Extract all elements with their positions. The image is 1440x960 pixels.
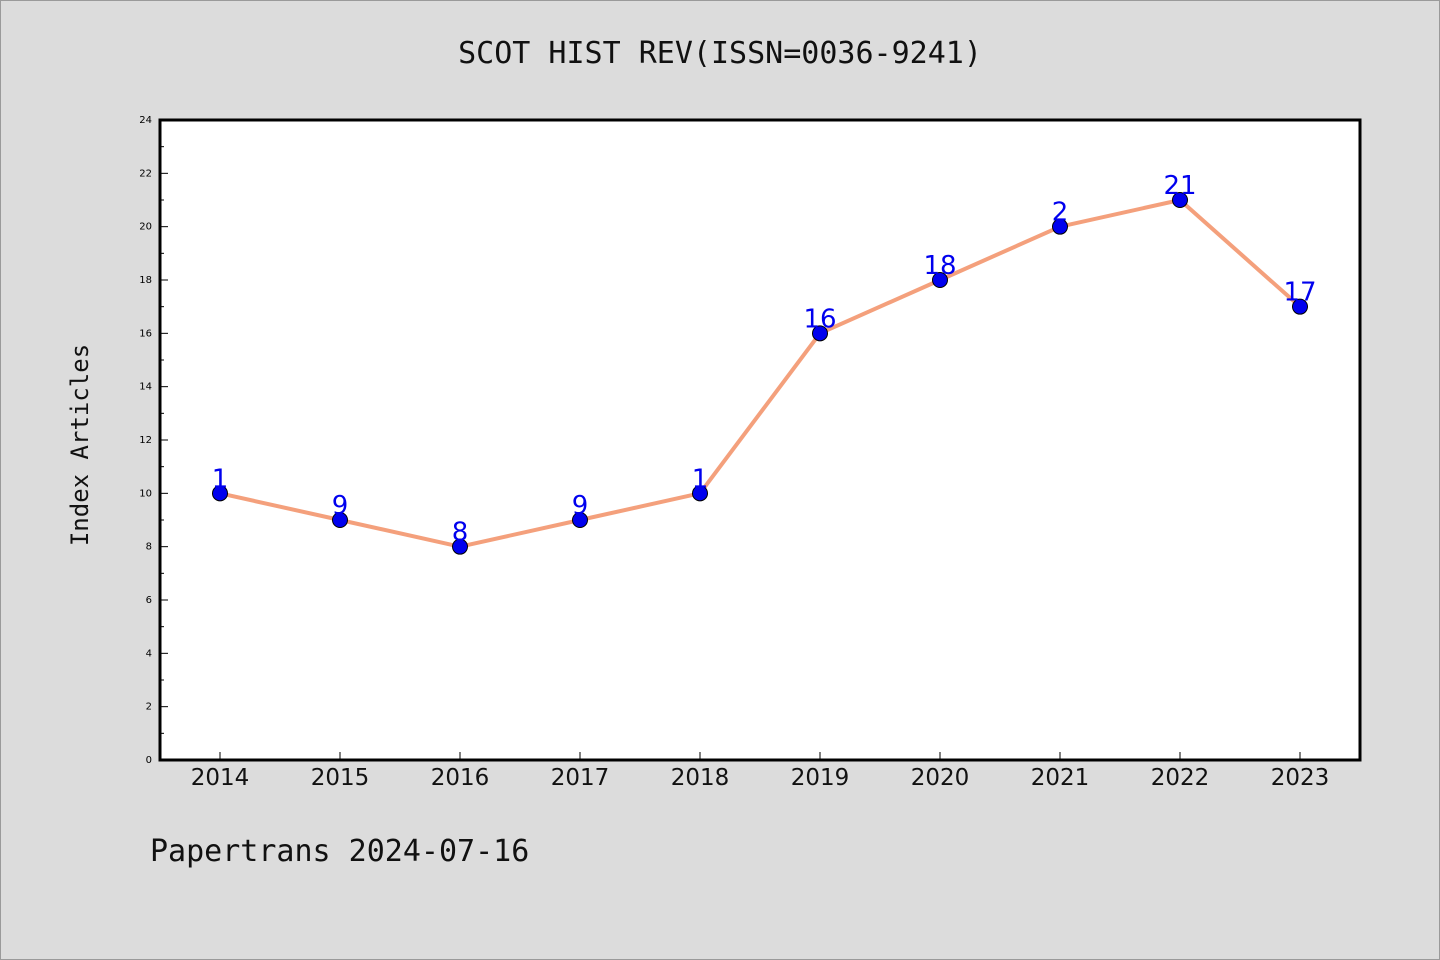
x-tick-label: 2014 — [191, 765, 250, 791]
x-tick-label: 2015 — [311, 765, 370, 791]
data-label: 1 — [692, 464, 709, 494]
y-tick-label: 22 — [139, 168, 152, 179]
series-line — [218, 198, 1302, 549]
x-tick-label: 2018 — [671, 765, 730, 791]
plot-area — [160, 120, 1360, 760]
y-tick-label: 6 — [146, 595, 152, 606]
y-tick-label: 4 — [146, 648, 152, 659]
x-tick-label: 2021 — [1031, 765, 1090, 791]
data-point — [572, 512, 588, 528]
y-tick-label: 18 — [139, 275, 152, 286]
y-tick-label: 2 — [146, 702, 152, 713]
y-tick-label: 24 — [139, 115, 152, 126]
x-tick-label: 2017 — [551, 765, 610, 791]
x-tick-label: 2023 — [1271, 765, 1330, 791]
data-point — [1292, 298, 1308, 315]
data-label: 8 — [452, 518, 469, 548]
plot-border — [158, 118, 1362, 762]
y-tick-label: 20 — [139, 222, 152, 233]
data-label: 16 — [803, 304, 836, 334]
x-tick-label: 2019 — [791, 765, 850, 791]
data-point — [1052, 218, 1068, 235]
data-label: 18 — [923, 251, 956, 281]
data-label: 17 — [1283, 278, 1316, 308]
data-point — [692, 485, 708, 502]
x-tick-label: 2022 — [1151, 765, 1210, 791]
chart-title: SCOT HIST REV(ISSN=0036-9241) — [458, 36, 982, 71]
data-label: 9 — [332, 491, 349, 521]
data-point — [212, 485, 228, 502]
y-tick-label: 16 — [139, 328, 152, 339]
y-tick-label: 8 — [146, 542, 152, 553]
data-label: 21 — [1163, 171, 1196, 201]
y-tick-label: 0 — [146, 755, 152, 766]
data-point — [812, 325, 828, 342]
y-tick-label: 12 — [139, 435, 152, 446]
data-point — [1172, 192, 1188, 208]
x-tick-label: 2016 — [431, 765, 490, 791]
y-tick-label: 14 — [139, 382, 152, 393]
y-tick-label: 10 — [139, 488, 152, 499]
data-label: 9 — [572, 491, 589, 521]
data-point — [932, 272, 948, 288]
data-label: 1 — [212, 464, 229, 494]
data-label: 2 — [1052, 198, 1069, 228]
footer-note: Papertrans 2024-07-16 — [150, 834, 530, 869]
data-point — [332, 512, 348, 528]
data-point — [452, 538, 468, 555]
x-tick-label: 2020 — [911, 765, 970, 791]
